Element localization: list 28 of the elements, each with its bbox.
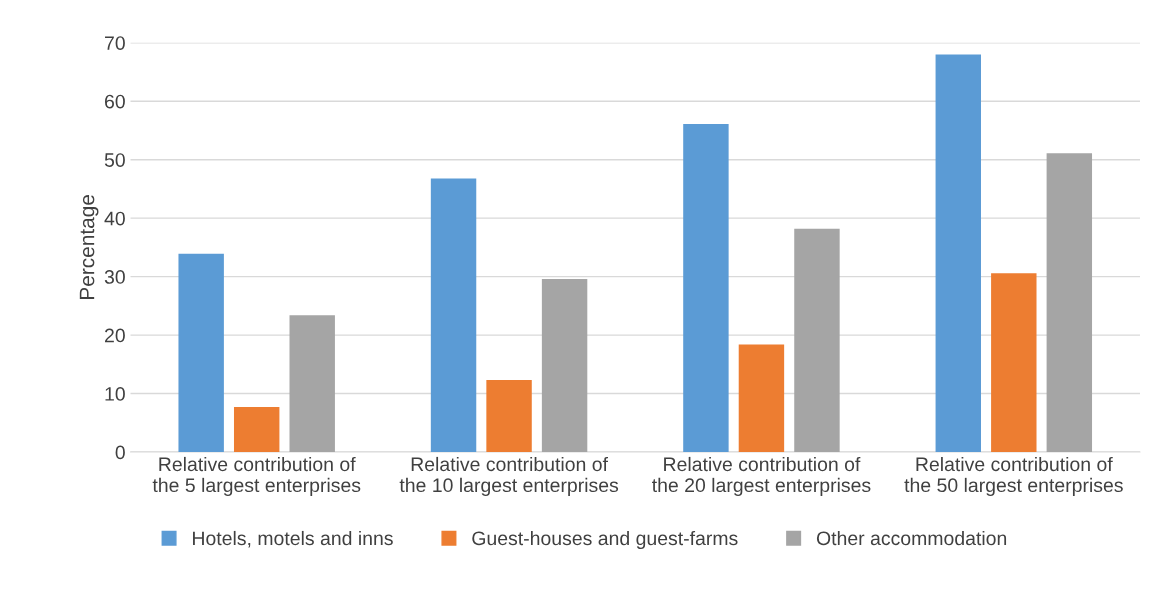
bar bbox=[991, 273, 1037, 453]
legend-label: Other accommodation bbox=[816, 530, 1007, 546]
x-tick-label: Relative contribution of the 50 largest enterprises bbox=[904, 456, 1123, 496]
x-tick-label: Relative contribution of the 20 largest enterprises bbox=[652, 456, 871, 496]
legend-label: Hotels, motels and inns bbox=[193, 530, 393, 548]
bar bbox=[233, 407, 280, 453]
bar bbox=[178, 253, 224, 453]
y-tick-label: 0 bbox=[115, 445, 125, 460]
bar bbox=[1046, 153, 1093, 453]
y-tick-label: 30 bbox=[104, 270, 125, 284]
bar bbox=[289, 315, 335, 453]
y-tick-label: 40 bbox=[104, 211, 125, 226]
y-tick-label: 20 bbox=[105, 328, 125, 343]
y-axis-title: Percentage bbox=[79, 195, 99, 299]
legend-label: Guest-houses and guest-farms bbox=[472, 530, 738, 550]
bar bbox=[738, 344, 785, 453]
y-tick-label: 70 bbox=[105, 36, 125, 50]
y-tick-label: 60 bbox=[105, 94, 125, 109]
bar bbox=[683, 124, 729, 453]
bar bbox=[486, 380, 532, 453]
bar bbox=[541, 278, 588, 453]
y-tick-label: 10 bbox=[105, 387, 125, 401]
bar bbox=[794, 228, 840, 453]
bar bbox=[935, 54, 981, 453]
x-tick-label: Relative contribution of the 5 largest enterprises bbox=[152, 456, 361, 496]
x-tick-label: Relative contribution of the 10 largest enterprises bbox=[399, 456, 619, 496]
y-tick-label: 50 bbox=[104, 153, 125, 167]
bar bbox=[430, 178, 477, 453]
